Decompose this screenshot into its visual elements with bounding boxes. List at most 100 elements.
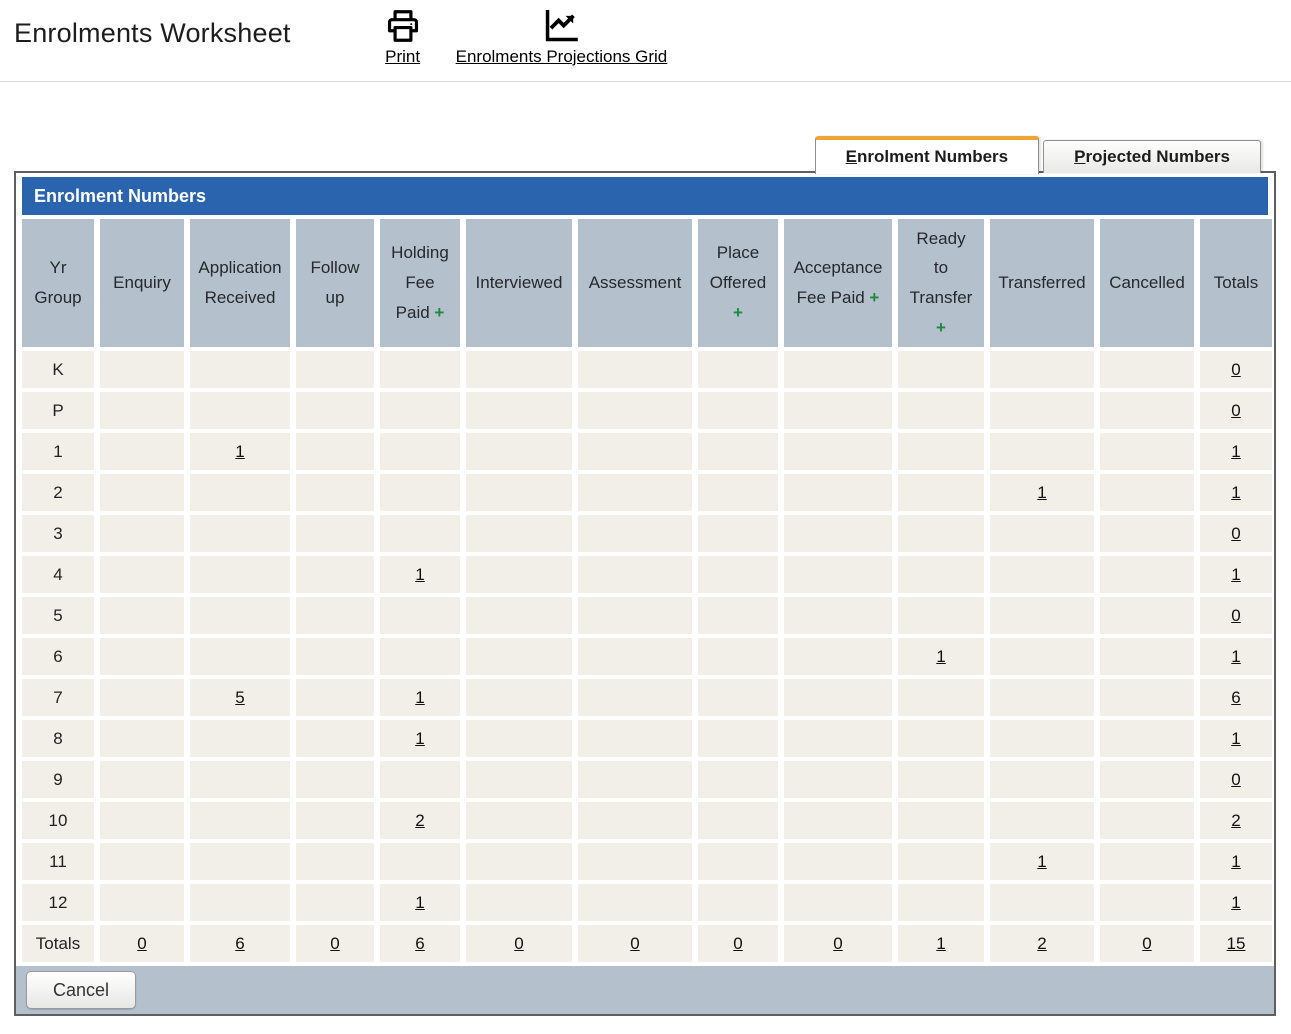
row-label: 7 (22, 679, 94, 716)
cell-link[interactable]: 1 (1037, 482, 1047, 502)
table-cell (466, 884, 572, 921)
row-total-link[interactable]: 1 (1231, 564, 1241, 584)
cell-link[interactable]: 1 (936, 933, 946, 953)
cell-link[interactable]: 6 (235, 933, 245, 953)
table-cell (190, 556, 290, 593)
cell-link[interactable]: 0 (330, 933, 340, 953)
cell-link[interactable]: 0 (137, 933, 147, 953)
row-total-link[interactable]: 1 (1231, 482, 1241, 502)
cell-link[interactable]: 0 (514, 933, 524, 953)
table-cell: 0 (1200, 351, 1272, 388)
cell-link[interactable]: 0 (833, 933, 843, 953)
table-cell (190, 720, 290, 757)
table-cell (1100, 515, 1194, 552)
table-cell (466, 720, 572, 757)
table-cell (466, 802, 572, 839)
cancel-button[interactable]: Cancel (26, 971, 136, 1009)
table-cell (578, 597, 692, 634)
table-cell (990, 392, 1094, 429)
table-cell (296, 351, 374, 388)
table-cell (296, 761, 374, 798)
cell-link[interactable]: 0 (1142, 933, 1152, 953)
table-cell (296, 597, 374, 634)
table-cell (990, 433, 1094, 470)
table-body: K 0 P 0 1 1 1 2 1 1 3 0 4 1 1 5 0 6 1 1 7 5 1 6 8 1 1 9 0 10 2 2 11 1 1 12 1… (22, 351, 1272, 962)
row-label: 8 (22, 720, 94, 757)
table-cell (898, 884, 984, 921)
table-cell (190, 597, 290, 634)
green-plus-add-icon[interactable]: + (936, 317, 946, 337)
table-cell: 0 (1200, 515, 1272, 552)
totals-row-label: Totals (22, 925, 94, 962)
col-header-acceptance-fee-paid: Acceptance Fee Paid + (784, 219, 892, 347)
row-total-link[interactable]: 2 (1231, 810, 1241, 830)
table-row: 7 5 1 6 (22, 679, 1272, 716)
cell-link[interactable]: 2 (1037, 933, 1047, 953)
row-label: 2 (22, 474, 94, 511)
table-head: Yr Group Enquiry Application Received Follow u… (22, 219, 1272, 347)
col-header-ready-to-transfer: Ready to Transfer + (898, 219, 984, 347)
cell-link[interactable]: 1 (415, 687, 425, 707)
cell-link[interactable]: 1 (1037, 851, 1047, 871)
table-cell (578, 474, 692, 511)
table-cell: 5 (190, 679, 290, 716)
row-total-link[interactable]: 0 (1231, 769, 1241, 789)
cell-link[interactable]: 0 (733, 933, 743, 953)
row-total-link[interactable]: 1 (1231, 646, 1241, 666)
table-cell (578, 351, 692, 388)
cell-link[interactable]: 1 (415, 728, 425, 748)
header-row: Yr Group Enquiry Application Received Follow u… (22, 219, 1272, 347)
green-plus-add-icon[interactable]: + (733, 302, 743, 322)
table-cell (190, 351, 290, 388)
cell-link[interactable]: 1 (415, 892, 425, 912)
tab-enrolment-accesskey: E (845, 147, 857, 166)
table-cell (898, 720, 984, 757)
cell-link[interactable]: 1 (235, 441, 245, 461)
table-cell (190, 761, 290, 798)
table-cell (898, 597, 984, 634)
row-total-link[interactable]: 1 (1231, 728, 1241, 748)
table-cell: 0 (466, 925, 572, 962)
cell-link[interactable]: 5 (235, 687, 245, 707)
table-row: 8 1 1 (22, 720, 1272, 757)
table-cell (466, 392, 572, 429)
col-header-transferred: Transferred (990, 219, 1094, 347)
table-cell (698, 556, 778, 593)
row-total-link[interactable]: 1 (1231, 892, 1241, 912)
row-total-link[interactable]: 0 (1231, 523, 1241, 543)
table-cell: 1 (1200, 638, 1272, 675)
table-cell (1100, 556, 1194, 593)
tab-projected-numbers[interactable]: Projected Numbers (1043, 140, 1261, 173)
row-total-link[interactable]: 6 (1231, 687, 1241, 707)
table-cell (578, 556, 692, 593)
tab-bar: Enrolment Numbers Projected Numbers (14, 136, 1261, 174)
cell-link[interactable]: 1 (415, 564, 425, 584)
green-plus-add-icon[interactable]: + (434, 302, 445, 322)
table-cell: 15 (1200, 925, 1272, 962)
tab-enrolment-numbers[interactable]: Enrolment Numbers (814, 136, 1040, 174)
row-total-link[interactable]: 1 (1231, 851, 1241, 871)
table-cell (578, 679, 692, 716)
line-chart-trending-up-icon (541, 6, 581, 46)
row-total-link[interactable]: 0 (1231, 400, 1241, 420)
row-label: 11 (22, 843, 94, 880)
cell-link[interactable]: 6 (415, 933, 425, 953)
row-total-link[interactable]: 0 (1231, 605, 1241, 625)
table-cell (466, 761, 572, 798)
table-cell (466, 679, 572, 716)
row-total-link[interactable]: 0 (1231, 359, 1241, 379)
cell-link[interactable]: 0 (630, 933, 640, 953)
row-total-link[interactable]: 15 (1226, 933, 1246, 953)
print-button[interactable]: Print (384, 6, 422, 67)
projections-grid-button[interactable]: Enrolments Projections Grid (456, 6, 667, 67)
row-total-link[interactable]: 1 (1231, 441, 1241, 461)
table-cell: 6 (190, 925, 290, 962)
table-cell (1100, 433, 1194, 470)
cell-link[interactable]: 2 (415, 810, 425, 830)
table-cell (296, 884, 374, 921)
cell-link[interactable]: 1 (936, 646, 946, 666)
table-cell: 2 (1200, 802, 1272, 839)
green-plus-add-icon[interactable]: + (869, 288, 880, 307)
